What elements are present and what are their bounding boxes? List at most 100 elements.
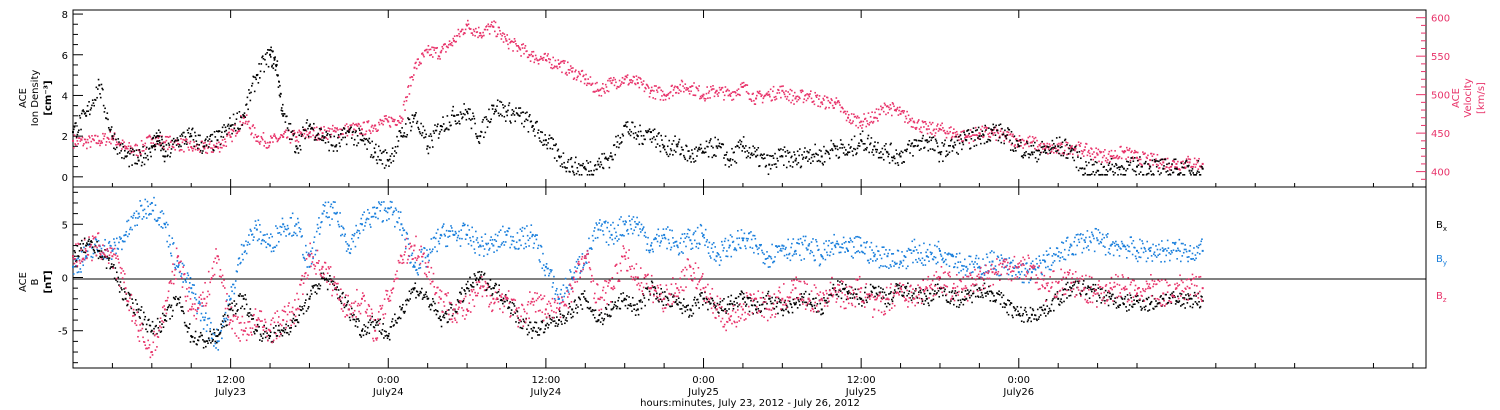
by-point bbox=[683, 240, 685, 243]
by-point bbox=[1026, 262, 1028, 264]
by-point bbox=[710, 247, 713, 249]
density-point bbox=[164, 150, 167, 153]
velocity-point bbox=[1125, 146, 1128, 149]
density-point bbox=[499, 100, 501, 103]
by-point bbox=[704, 228, 707, 231]
by-point bbox=[1185, 248, 1187, 251]
velocity-point bbox=[809, 93, 811, 95]
by-point bbox=[602, 230, 604, 232]
velocity-point bbox=[121, 148, 123, 150]
density-point bbox=[658, 132, 660, 134]
velocity-point bbox=[372, 130, 374, 132]
by-point bbox=[969, 263, 971, 266]
velocity-point bbox=[441, 45, 444, 48]
density-point bbox=[1063, 151, 1065, 154]
by-point bbox=[826, 251, 828, 254]
density-point bbox=[531, 126, 533, 129]
by-point bbox=[951, 253, 954, 256]
density-point bbox=[662, 146, 665, 149]
velocity-point bbox=[1198, 157, 1200, 160]
density-point bbox=[1146, 173, 1149, 175]
by-point bbox=[257, 219, 260, 222]
density-point bbox=[467, 112, 469, 115]
density-point bbox=[796, 150, 799, 153]
velocity-point bbox=[256, 140, 259, 143]
by-point bbox=[829, 251, 832, 253]
density-point bbox=[107, 126, 110, 129]
by-point bbox=[482, 245, 484, 247]
velocity-point bbox=[269, 141, 272, 144]
velocity-point bbox=[1163, 167, 1166, 170]
velocity-point bbox=[892, 103, 895, 105]
by-point bbox=[1136, 260, 1139, 263]
by-point bbox=[712, 242, 715, 244]
density-point bbox=[693, 148, 696, 150]
density-point bbox=[196, 143, 198, 146]
density-point bbox=[866, 137, 869, 140]
bx-point bbox=[150, 329, 153, 332]
by-point bbox=[608, 230, 611, 233]
by-point bbox=[921, 257, 924, 260]
density-point bbox=[205, 144, 208, 146]
by-point bbox=[335, 212, 338, 215]
density-point bbox=[1124, 173, 1127, 176]
by-point bbox=[1053, 253, 1055, 255]
by-point bbox=[1102, 245, 1105, 247]
by-point bbox=[548, 272, 551, 275]
density-point bbox=[157, 140, 159, 143]
by-point bbox=[199, 319, 202, 322]
velocity-point bbox=[692, 94, 695, 96]
by-point bbox=[925, 255, 928, 258]
velocity-point bbox=[962, 140, 965, 142]
bx-point bbox=[137, 308, 140, 311]
density-point bbox=[93, 104, 95, 107]
density-point bbox=[583, 166, 586, 168]
by-point bbox=[1184, 244, 1186, 246]
by-point bbox=[830, 242, 833, 244]
density-point bbox=[88, 113, 91, 116]
by-point bbox=[940, 255, 943, 257]
by-point bbox=[1092, 235, 1095, 237]
by-point bbox=[786, 257, 789, 259]
bx-point bbox=[142, 311, 145, 314]
by-point bbox=[462, 222, 465, 225]
by-point bbox=[537, 247, 539, 250]
velocity-point bbox=[768, 93, 771, 96]
velocity-point bbox=[883, 102, 886, 105]
by-point bbox=[1146, 240, 1149, 243]
density-point bbox=[156, 143, 159, 145]
by-point bbox=[962, 268, 965, 271]
velocity-point bbox=[673, 86, 676, 89]
velocity-point bbox=[118, 143, 120, 145]
velocity-point bbox=[790, 101, 792, 104]
density-point bbox=[1126, 167, 1129, 170]
by-point bbox=[427, 253, 430, 256]
bx-point bbox=[160, 330, 163, 333]
density-point bbox=[649, 131, 652, 134]
by-point bbox=[136, 224, 139, 226]
velocity-point bbox=[99, 142, 102, 145]
by-point bbox=[353, 234, 355, 237]
velocity-point bbox=[723, 99, 725, 101]
density-point bbox=[81, 110, 84, 112]
density-point bbox=[645, 130, 647, 132]
bx-point bbox=[116, 280, 119, 283]
by-point bbox=[526, 234, 529, 237]
density-point bbox=[1023, 152, 1026, 154]
density-point bbox=[1018, 145, 1021, 147]
by-point bbox=[542, 264, 545, 266]
velocity-point bbox=[124, 145, 126, 147]
density-point bbox=[1134, 170, 1137, 173]
velocity-point bbox=[1103, 154, 1105, 157]
density-point bbox=[227, 123, 230, 126]
by-point bbox=[450, 227, 453, 229]
by-point bbox=[342, 226, 344, 229]
density-point bbox=[513, 114, 516, 116]
density-point bbox=[229, 117, 231, 119]
density-point bbox=[890, 142, 892, 145]
bx-point bbox=[126, 303, 129, 306]
by-point bbox=[1132, 239, 1135, 242]
by-point bbox=[479, 244, 482, 247]
density-point bbox=[869, 142, 872, 145]
by-point bbox=[1165, 254, 1168, 257]
